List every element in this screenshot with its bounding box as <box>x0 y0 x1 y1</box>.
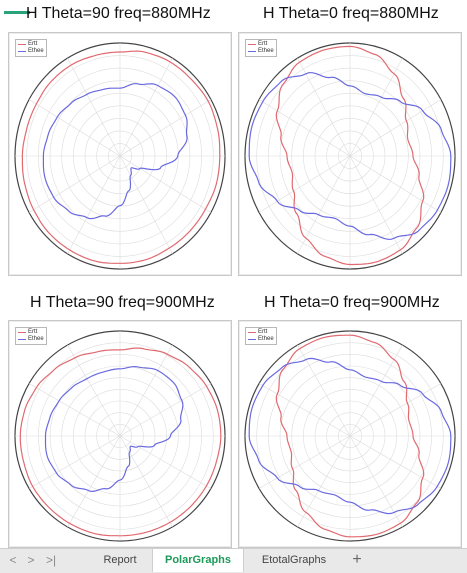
chart-heading: H Theta=90 freq=900MHz <box>30 294 215 311</box>
polar-spoke <box>349 57 403 157</box>
polar-spoke <box>349 99 442 157</box>
legend-swatch-etheta <box>248 339 256 340</box>
polar-spoke <box>349 435 403 528</box>
polar-spoke <box>258 155 351 213</box>
series-line-ephi <box>21 50 221 264</box>
polar-chart-panel: Ertt Ethee <box>8 32 232 276</box>
polar-spoke <box>119 155 212 213</box>
polar-chart-panel: Ertt Ethee <box>238 32 462 276</box>
tab-polar-graphs[interactable]: PolarGraphs <box>152 549 244 572</box>
polar-chart <box>244 42 456 270</box>
polar-spoke <box>258 383 351 437</box>
polar-chart <box>14 330 226 542</box>
polar-spoke <box>28 383 121 437</box>
polar-spoke <box>297 435 351 528</box>
polar-spoke <box>119 435 212 489</box>
series-line-ephi <box>275 334 425 538</box>
polar-chart <box>244 330 456 542</box>
series-line-ephi <box>275 45 425 266</box>
polar-spoke <box>297 344 351 437</box>
chevron-right-icon[interactable]: > <box>27 553 35 567</box>
legend-label: Ethee <box>28 336 44 342</box>
polar-spoke <box>119 435 173 528</box>
chart-heading: H Theta=90 freq=880MHz <box>26 5 211 22</box>
polar-spoke <box>119 57 173 157</box>
legend-label: Ethee <box>28 48 44 54</box>
polar-spoke <box>119 344 173 437</box>
polar-chart-panel: Ertt Ethee <box>238 320 462 548</box>
polar-spoke <box>297 57 351 157</box>
chart-legend: Ertt Ethee <box>245 327 277 345</box>
chart-legend: Ertt Ethee <box>245 39 277 57</box>
tab-report[interactable]: Report <box>103 554 137 566</box>
polar-spoke <box>28 155 121 213</box>
series-line-etheta <box>44 365 184 493</box>
polar-spoke <box>119 99 212 157</box>
legend-swatch-etheta <box>18 339 26 340</box>
polar-spoke <box>119 155 173 255</box>
legend-label: Ertt <box>258 329 268 335</box>
series-line-etheta <box>248 357 452 515</box>
legend-swatch-ephi <box>248 44 256 45</box>
chevron-left-icon[interactable]: < <box>9 553 17 567</box>
polar-spoke <box>349 435 442 489</box>
legend-label: Ethee <box>258 48 274 54</box>
chart-heading: H Theta=0 freq=880MHz <box>263 5 439 22</box>
legend-swatch-etheta <box>248 51 256 52</box>
polar-spoke <box>349 155 403 255</box>
chart-heading: H Theta=0 freq=900MHz <box>264 294 440 311</box>
polar-spoke <box>349 344 403 437</box>
series-line-etheta <box>42 83 188 220</box>
polar-spoke <box>67 435 121 528</box>
chart-legend: Ertt Ethee <box>15 39 47 57</box>
polar-spoke <box>28 99 121 157</box>
chart-legend: Ertt Ethee <box>15 327 47 345</box>
series-line-ephi <box>19 347 222 537</box>
legend-label: Ertt <box>258 41 268 47</box>
skip-to-end-icon[interactable]: >| <box>45 553 57 567</box>
polar-spoke <box>297 155 351 255</box>
tab-etotal-graphs[interactable]: EtotalGraphs <box>261 554 327 566</box>
add-sheet-icon[interactable]: + <box>352 551 362 568</box>
polar-spoke <box>67 344 121 437</box>
legend-swatch-ephi <box>18 44 26 45</box>
legend-label: Ertt <box>28 329 38 335</box>
polar-spoke <box>67 155 121 255</box>
polar-spoke <box>119 383 212 437</box>
polar-spoke <box>67 57 121 157</box>
polar-chart <box>14 42 226 270</box>
polar-chart-panel: Ertt Ethee <box>8 320 232 548</box>
accent-marker <box>4 11 30 14</box>
legend-swatch-ephi <box>248 332 256 333</box>
polar-spoke <box>349 383 442 437</box>
polar-spoke <box>28 435 121 489</box>
series-line-etheta <box>248 72 452 240</box>
legend-label: Ertt <box>28 41 38 47</box>
legend-swatch-ephi <box>18 332 26 333</box>
legend-swatch-etheta <box>18 51 26 52</box>
polar-spoke <box>349 155 442 213</box>
polar-spoke <box>258 99 351 157</box>
sheet-tab-bar: < > >| Report PolarGraphs EtotalGraphs + <box>0 548 467 573</box>
legend-label: Ethee <box>258 336 274 342</box>
polar-spoke <box>258 435 351 489</box>
